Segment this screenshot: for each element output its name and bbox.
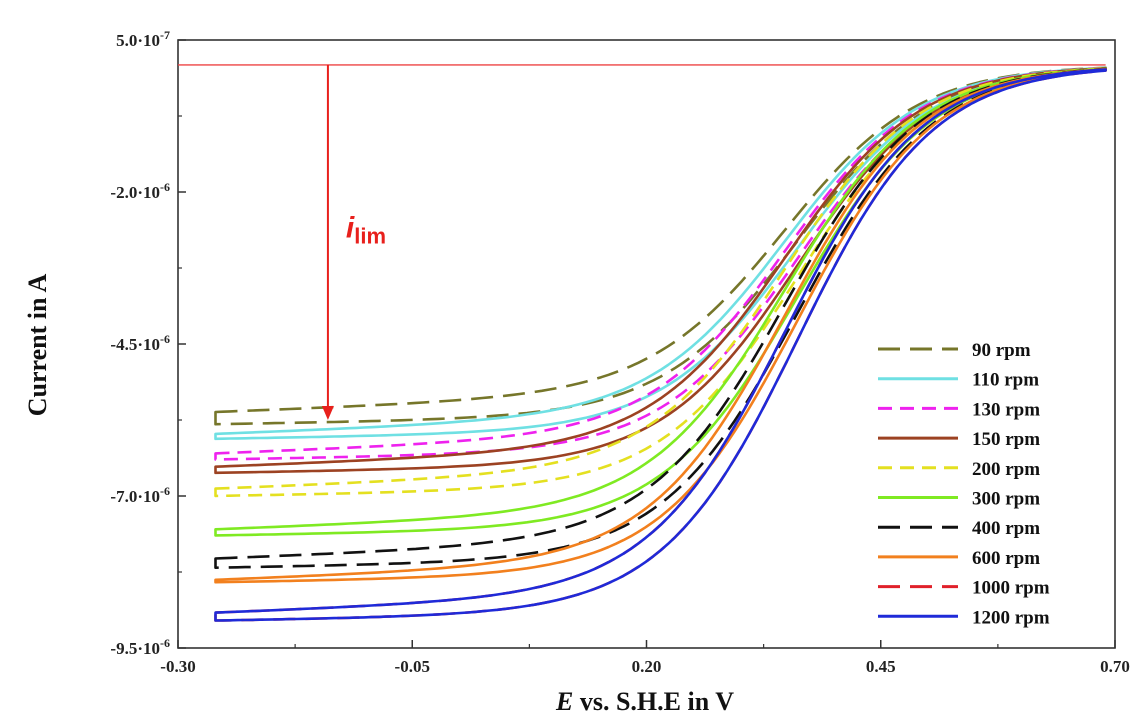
- ilim-label: ilim: [346, 212, 386, 249]
- x-tick-label: 0.70: [1100, 657, 1130, 676]
- legend: 90 rpm 110 rpm 130 rpm 150 rpm 200 rpm 300 rp…: [878, 340, 1050, 628]
- y-tick-mantissa: 5.0·10: [116, 31, 160, 50]
- legend-label-1000-rpm: 1000 rpm: [972, 578, 1050, 599]
- y-tick-exponent: -6: [160, 636, 170, 650]
- legend-label-600-rpm: 600 rpm: [972, 548, 1040, 569]
- x-axis-label-italic: E: [555, 687, 573, 716]
- series-line-1200-rpm: [214, 68, 1107, 622]
- y-tick-exponent: -7: [160, 28, 170, 42]
- legend-label-150-rpm: 150 rpm: [972, 429, 1040, 450]
- legend-label-130-rpm: 130 rpm: [972, 399, 1040, 420]
- series-line-200-rpm: [214, 67, 1107, 498]
- y-tick-exponent: -6: [160, 484, 170, 498]
- series-line-130-rpm: [214, 66, 1107, 461]
- legend-label-200-rpm: 200 rpm: [972, 459, 1040, 480]
- axis-titles: Current in A E vs. S.H.E in V: [23, 274, 734, 716]
- y-tick-mantissa: -7.0·10: [110, 487, 160, 506]
- y-axis-label: Current in A: [23, 274, 52, 417]
- ilim-label-sub: lim: [354, 224, 386, 249]
- ilim-annotation: ilim: [321, 64, 386, 420]
- y-tick-mantissa: -2.0·10: [110, 183, 160, 202]
- legend-label-90-rpm: 90 rpm: [972, 340, 1031, 361]
- y-tick-label: -7.0·10-6: [110, 484, 170, 506]
- y-tick-exponent: -6: [160, 332, 170, 346]
- x-tick-label: -0.05: [395, 657, 430, 676]
- y-tick-mantissa: -4.5·10: [110, 335, 160, 354]
- y-tick-label: -4.5·10-6: [110, 332, 170, 354]
- y-tick-mantissa: -9.5·10: [110, 639, 160, 658]
- legend-label-300-rpm: 300 rpm: [972, 489, 1040, 510]
- ilim-arrow-head: [321, 406, 334, 420]
- y-tick-label: -9.5·10-6: [110, 636, 170, 658]
- x-tick-label: -0.30: [160, 657, 195, 676]
- legend-label-1200-rpm: 1200 rpm: [972, 607, 1050, 628]
- y-tick-exponent: -6: [160, 180, 170, 194]
- y-tick-label: 5.0·10-7: [116, 28, 170, 50]
- x-axis-label-rest: vs. S.H.E in V: [573, 687, 734, 716]
- axes: -0.30 -0.05 0.20 0.45 0.705.0·10-7-2.0·10-6-…: [110, 28, 1129, 676]
- x-tick-label: 0.45: [866, 657, 896, 676]
- ilim-label-i: i: [346, 212, 355, 245]
- legend-label-110-rpm: 110 rpm: [972, 370, 1039, 391]
- series-layer: [214, 66, 1107, 622]
- y-tick-label: -2.0·10-6: [110, 180, 170, 202]
- legend-label-400-rpm: 400 rpm: [972, 518, 1040, 539]
- x-axis-label: E vs. S.H.E in V: [555, 687, 734, 716]
- x-tick-label: 0.20: [632, 657, 662, 676]
